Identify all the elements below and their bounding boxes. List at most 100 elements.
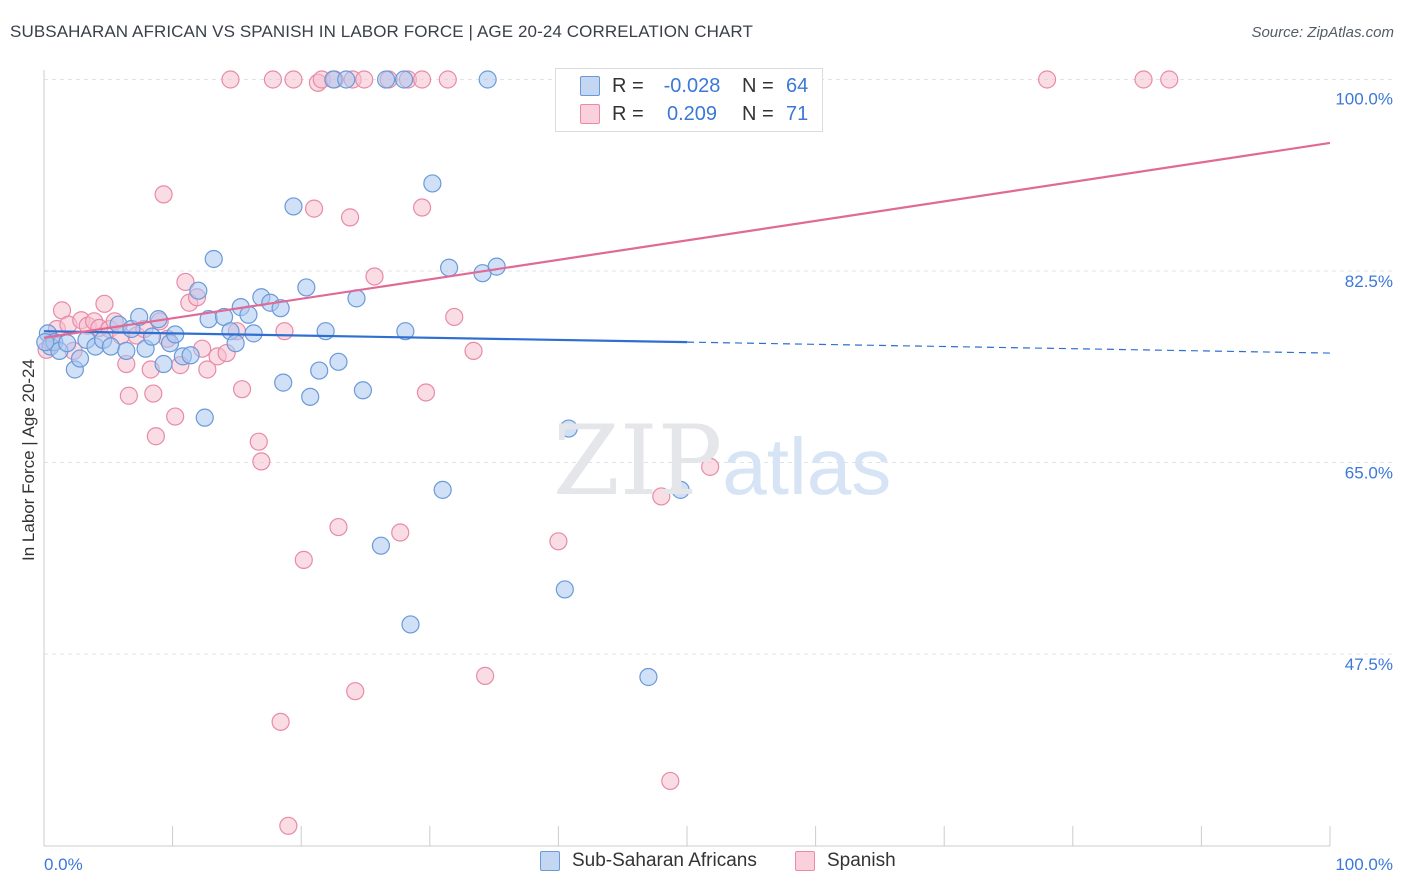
sub-saharan-point (226, 334, 245, 353)
spanish-point (232, 380, 252, 399)
sub-saharan-point (101, 337, 120, 356)
spanish-point (279, 816, 298, 835)
legend-r-value: -0.028 (663, 74, 721, 97)
sub-saharan-point (117, 341, 136, 360)
spanish-point (249, 432, 268, 451)
sub-saharan-point (559, 419, 578, 438)
legend-swatch-pink (580, 104, 600, 124)
sub-saharan-point (371, 536, 391, 555)
watermark: ZIPatlas (553, 405, 891, 517)
chart-title: SUBSAHARAN AFRICAN VS SPANISH IN LABOR F… (10, 22, 753, 41)
sub-saharan-point (301, 387, 320, 406)
sub-saharan-point (487, 257, 506, 276)
sub-saharan-point (195, 408, 214, 427)
sub-saharan-point (142, 327, 162, 346)
spanish-point (365, 267, 384, 286)
sub-saharan-point (329, 352, 348, 371)
sub-saharan-point (310, 361, 329, 380)
sub-saharan-point (130, 307, 149, 327)
spanish-point (346, 682, 365, 701)
sub-saharan-point (284, 197, 303, 216)
spanish-point (221, 70, 240, 89)
spanish-point (661, 771, 680, 791)
spanish-point (154, 185, 173, 204)
sub-saharan-point (181, 346, 200, 365)
grid-lines (44, 79, 1396, 655)
spanish-point (271, 712, 290, 731)
sub-saharan-point (639, 667, 658, 687)
legend-n-value: 71 (786, 102, 809, 125)
sub-saharan-points (36, 70, 690, 687)
sub-saharan-point (555, 580, 574, 599)
series-legend: Sub-Saharan Africans Spanish (0, 850, 1406, 878)
axes (43, 70, 1331, 847)
sub-saharan-point (297, 278, 316, 297)
spanish-point (391, 523, 410, 542)
legend-r-label: R = (612, 102, 644, 125)
y-tick-label: 47.5% (1345, 655, 1393, 674)
spanish-point (176, 272, 195, 292)
spanish-point (284, 70, 303, 89)
spanish-point (304, 199, 324, 218)
spanish-point (652, 487, 671, 506)
sub-saharan-point (189, 281, 208, 300)
spanish-point (416, 383, 436, 402)
spanish-point (166, 407, 185, 426)
x-tick-label-min: 0.0% (44, 855, 83, 874)
series-swatch-blue (540, 851, 560, 871)
sub-saharan-point (478, 70, 497, 89)
series-legend-sub-saharan: Sub-Saharan Africans (540, 850, 757, 872)
spanish-point (549, 532, 568, 551)
sub-saharan-point (353, 381, 373, 400)
legend-n-label: N = (742, 74, 774, 97)
y-tick-label: 65.0% (1345, 464, 1393, 483)
stats-legend: R = -0.028 N = 64 R = 0.209 N = 71 (555, 68, 823, 132)
y-tick-label: 100.0% (1335, 90, 1393, 109)
spanish-point (445, 307, 464, 327)
sub-saharan-point (154, 354, 173, 374)
spanish-point (146, 427, 165, 446)
spanish-point (1037, 70, 1057, 89)
spanish-point (329, 517, 348, 537)
legend-r-value: 0.209 (666, 102, 718, 125)
sub-saharan-point (274, 373, 293, 392)
spanish-point (412, 198, 432, 217)
sub-saharan-point (439, 258, 459, 277)
spanish-point (701, 457, 720, 476)
sub-saharan-point (239, 305, 258, 324)
sub-saharan-point (337, 70, 356, 89)
spanish-point (144, 384, 163, 403)
legend-n-label: N = (742, 102, 774, 125)
sub-saharan-point (396, 322, 415, 341)
series-label-sub-saharan: Sub-Saharan Africans (572, 850, 757, 871)
sub-saharan-point (70, 349, 90, 368)
legend-r-label: R = (612, 74, 644, 97)
y-axis-label: In Labor Force | Age 20-24 (19, 359, 38, 561)
x-tick-label-max: 100.0% (1335, 855, 1393, 874)
sub-saharan-point (376, 70, 396, 89)
series-swatch-pink (795, 851, 815, 871)
sub-saharan-point (671, 480, 690, 499)
sub-saharan-point (433, 480, 452, 499)
spanish-point (198, 360, 217, 379)
watermark-zip: ZIP (553, 405, 723, 517)
series-label-spanish: Spanish (827, 850, 896, 871)
sub-saharan-point (58, 334, 77, 353)
trend-lines (43, 141, 1331, 354)
spanish-point (464, 341, 483, 360)
series-legend-spanish: Spanish (795, 850, 896, 872)
spanish-point (294, 550, 313, 569)
legend-swatch-blue (580, 76, 600, 96)
axis-labels: 47.5% 65.0% 82.5% 100.0% 0.0% 100.0% In Labor … (19, 90, 1393, 875)
spanish-point (340, 208, 360, 227)
sub-saharan-point (423, 174, 442, 193)
legend-row-sub-saharan: R = -0.028 N = 64 (556, 73, 808, 99)
spanish-point (263, 70, 283, 89)
spanish-trend-line (43, 141, 1331, 339)
spanish-point (355, 70, 374, 89)
legend-n-value: 64 (786, 74, 809, 97)
legend-row-spanish: R = 0.209 N = 71 (556, 101, 808, 127)
watermark-atlas: atlas (722, 422, 892, 511)
spanish-point (438, 70, 457, 89)
